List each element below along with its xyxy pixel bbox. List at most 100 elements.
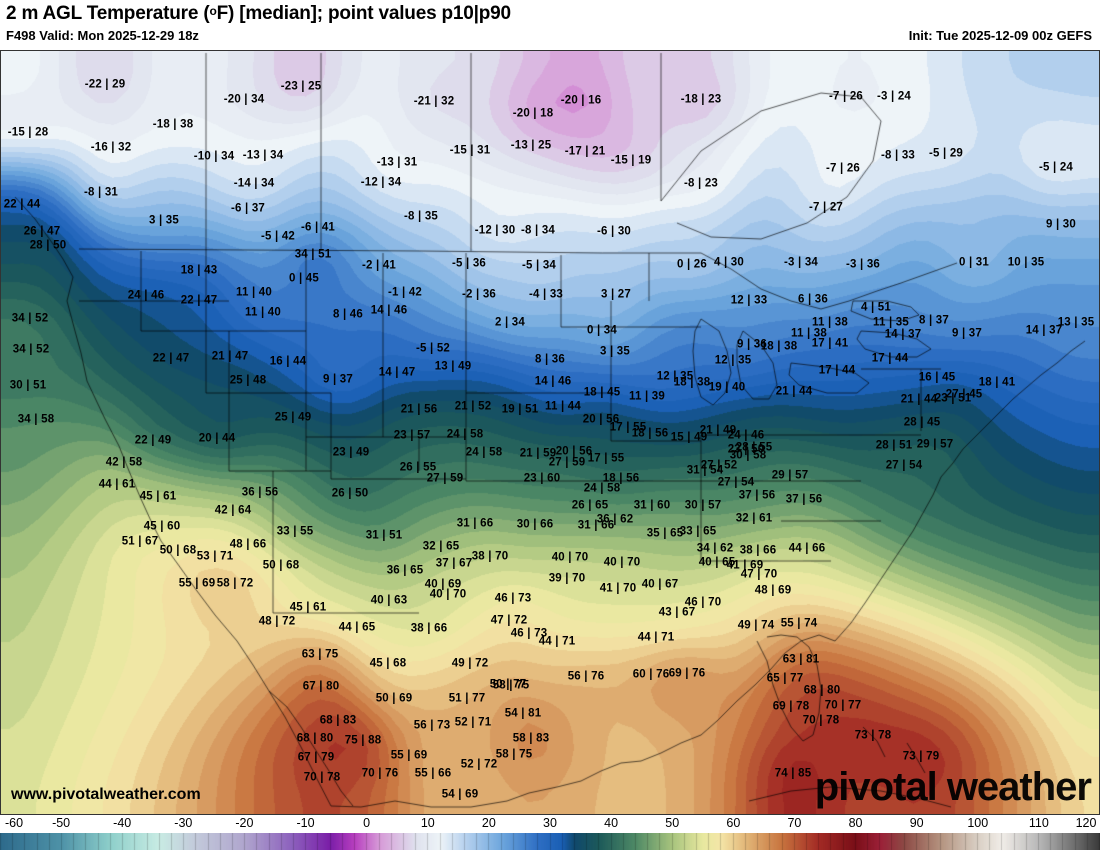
point-value-label: 34 | 51 bbox=[294, 248, 332, 261]
site-url-watermark: www.pivotalweather.com bbox=[11, 786, 201, 803]
point-value-label: 32 | 61 bbox=[735, 512, 773, 525]
colorbar-tick: 20 bbox=[481, 816, 496, 830]
point-value-label: 24 | 46 bbox=[127, 289, 165, 302]
colorbar: -60 -50 -40 -30 -20 -10 0 10 20 30 40 50 60 70 80 90 100… bbox=[0, 816, 1100, 850]
point-value-label: 55 | 74 bbox=[780, 617, 818, 630]
point-value-label: 30 | 51 bbox=[9, 379, 47, 392]
point-value-label: 25 | 48 bbox=[229, 374, 267, 387]
point-value-label: 8 | 36 bbox=[535, 353, 565, 366]
point-value-label: -7 | 27 bbox=[808, 201, 844, 214]
point-value-label: 51 | 77 bbox=[448, 692, 486, 705]
point-value-label: 20 | 56 bbox=[555, 445, 593, 458]
point-value-label: 50 | 77 bbox=[489, 678, 527, 691]
point-value-label: 24 | 46 bbox=[727, 429, 765, 442]
point-value-label: 4 | 51 bbox=[861, 301, 891, 314]
point-value-label: 9 | 37 bbox=[952, 327, 982, 340]
point-value-label: 21 | 56 bbox=[400, 403, 438, 416]
point-value-label: 68 | 80 bbox=[296, 732, 334, 745]
point-value-label: -7 | 26 bbox=[828, 90, 864, 103]
point-value-label: 24 | 58 bbox=[465, 446, 503, 459]
page-title-text: 2 m AGL Temperature ( bbox=[6, 3, 210, 24]
point-value-label: -13 | 31 bbox=[376, 156, 418, 169]
point-value-label: -12 | 30 bbox=[474, 224, 516, 237]
point-value-label: 68 | 80 bbox=[803, 684, 841, 697]
point-value-label: -3 | 34 bbox=[783, 256, 819, 269]
point-value-label: 16 | 44 bbox=[269, 355, 307, 368]
point-value-label: 74 | 85 bbox=[774, 767, 812, 780]
point-value-label: 70 | 76 bbox=[361, 767, 399, 780]
map-panel[interactable]: -15 | 28 -22 | 29 -16 | 32 -18 | 38 -10 | 34… bbox=[0, 50, 1100, 815]
point-value-label: 70 | 78 bbox=[802, 714, 840, 727]
point-value-label: 27 | 59 bbox=[426, 472, 464, 485]
point-value-label: 50 | 68 bbox=[159, 544, 197, 557]
point-value-label: 49 | 72 bbox=[451, 657, 489, 670]
point-value-label: 9 | 36 bbox=[737, 338, 767, 351]
point-value-label: 41 | 69 bbox=[726, 559, 764, 572]
point-value-label: 54 | 69 bbox=[441, 788, 479, 801]
point-value-label: 38 | 70 bbox=[471, 550, 509, 563]
point-value-label: 38 | 66 bbox=[410, 622, 448, 635]
point-value-label: 46 | 73 bbox=[510, 627, 548, 640]
point-value-label: 23 | 49 bbox=[332, 446, 370, 459]
point-value-label: 31 | 60 bbox=[633, 499, 671, 512]
point-value-label: 40 | 65 bbox=[698, 556, 736, 569]
point-value-label: 40 | 70 bbox=[551, 551, 589, 564]
point-value-label: 31 | 51 bbox=[365, 529, 403, 542]
colorbar-tick: 110 bbox=[1028, 816, 1049, 830]
point-value-label: 11 | 40 bbox=[245, 306, 281, 319]
point-value-label: 15 | 49 bbox=[670, 431, 708, 444]
point-value-label: 24 | 58 bbox=[446, 428, 484, 441]
point-value-label: 40 | 63 bbox=[370, 594, 408, 607]
point-value-label: 2 | 34 bbox=[495, 316, 525, 329]
point-value-label: 12 | 33 bbox=[730, 294, 768, 307]
point-value-label: -6 | 41 bbox=[300, 221, 336, 234]
point-value-label: -5 | 52 bbox=[415, 342, 451, 355]
point-value-label: 0 | 31 bbox=[959, 256, 989, 269]
page-title-suffix: F) [median]; point values p10|p90 bbox=[216, 3, 512, 24]
point-value-label: -13 | 25 bbox=[510, 139, 552, 152]
point-value-label: 39 | 70 bbox=[548, 572, 586, 585]
point-value-label: 33 | 55 bbox=[276, 525, 314, 538]
point-value-label: 11 | 35 bbox=[873, 316, 909, 329]
colorbar-strip[interactable] bbox=[0, 833, 1100, 850]
point-value-label: -15 | 28 bbox=[7, 126, 49, 139]
point-value-label: -5 | 29 bbox=[928, 147, 964, 160]
point-value-label: 48 | 66 bbox=[229, 538, 267, 551]
point-value-label: 34 | 52 bbox=[11, 312, 49, 325]
point-value-label: 21 | 59 bbox=[519, 447, 557, 460]
point-value-label: 30 | 57 bbox=[684, 499, 722, 512]
point-value-label: -10 | 34 bbox=[193, 150, 235, 163]
point-value-label: 36 | 62 bbox=[596, 513, 634, 526]
colorbar-tick: -20 bbox=[235, 816, 254, 830]
point-value-label: 21 | 47 bbox=[211, 350, 249, 363]
point-value-label: 14 | 46 bbox=[534, 375, 572, 388]
degree-symbol-icon: o bbox=[209, 4, 217, 18]
point-value-label: 42 | 64 bbox=[214, 504, 252, 517]
point-value-label: 50 | 68 bbox=[262, 559, 300, 572]
point-value-label: 8 | 37 bbox=[919, 314, 949, 327]
point-value-label: -5 | 24 bbox=[1038, 161, 1074, 174]
point-value-label: 73 | 78 bbox=[854, 729, 892, 742]
colorbar-tick: -40 bbox=[113, 816, 132, 830]
colorbar-tick-labels: -60 -50 -40 -30 -20 -10 0 10 20 30 40 50 60 70 80 90 100… bbox=[0, 816, 1100, 833]
point-value-label: 20 | 56 bbox=[582, 413, 620, 426]
point-value-label: -5 | 36 bbox=[451, 257, 487, 270]
point-value-label: 44 | 71 bbox=[637, 631, 675, 644]
point-value-label: 18 | 56 bbox=[602, 472, 640, 485]
point-value-label: -20 | 34 bbox=[223, 93, 265, 106]
point-value-label: -5 | 42 bbox=[260, 230, 296, 243]
point-value-label: 50 | 69 bbox=[375, 692, 413, 705]
point-value-label: 17 | 44 bbox=[871, 352, 909, 365]
colorbar-tick: -50 bbox=[52, 816, 71, 830]
point-value-label: 27 | 54 bbox=[717, 476, 755, 489]
point-value-label: 70 | 77 bbox=[824, 699, 862, 712]
colorbar-tick: 0 bbox=[363, 816, 371, 830]
point-value-label: -13 | 34 bbox=[242, 149, 284, 162]
point-value-label: -5 | 34 bbox=[521, 259, 557, 272]
point-value-label: 26 | 55 bbox=[399, 461, 437, 474]
point-value-label: 58 | 75 bbox=[495, 748, 533, 761]
point-value-label: 36 | 56 bbox=[241, 486, 279, 499]
point-value-label: -6 | 37 bbox=[230, 202, 266, 215]
point-value-label: 11 | 38 bbox=[812, 316, 848, 329]
point-value-label: 18 | 38 bbox=[760, 340, 798, 353]
